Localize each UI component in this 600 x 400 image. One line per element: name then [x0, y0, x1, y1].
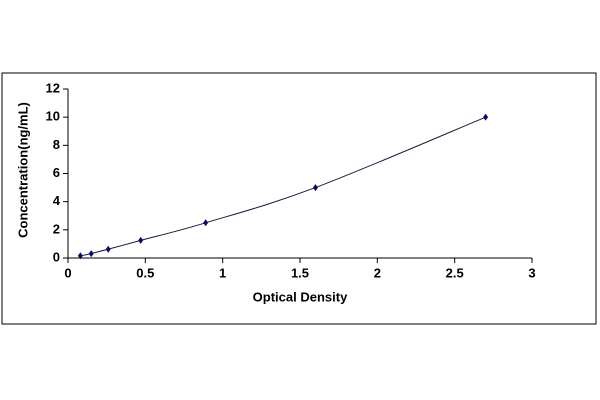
- data-point: [105, 245, 111, 253]
- y-tick-label: 12: [46, 80, 60, 95]
- x-tick-label: 0: [64, 265, 71, 280]
- x-tick-label: 1.5: [291, 265, 309, 280]
- x-tick-label: 2: [374, 265, 381, 280]
- x-axis-label: Optical Density: [253, 289, 348, 304]
- data-point: [312, 184, 318, 192]
- chart-frame: [1, 72, 597, 325]
- x-tick-label: 3: [528, 265, 535, 280]
- x-tick-label: 2.5: [446, 265, 464, 280]
- y-axis-label: Concentration(ng/mL): [15, 102, 30, 238]
- data-point: [203, 219, 209, 227]
- y-tick-label: 4: [53, 193, 61, 208]
- x-tick-label: 1: [219, 265, 226, 280]
- x-tick-label: 0.5: [136, 265, 154, 280]
- y-tick-label: 6: [53, 165, 60, 180]
- y-tick-label: 0: [53, 249, 60, 264]
- data-point: [483, 113, 489, 121]
- y-tick-label: 2: [53, 221, 60, 236]
- data-point: [138, 236, 144, 244]
- y-tick-label: 10: [46, 109, 60, 124]
- y-tick-label: 8: [53, 137, 60, 152]
- data-point: [88, 250, 94, 258]
- data-point: [77, 252, 83, 260]
